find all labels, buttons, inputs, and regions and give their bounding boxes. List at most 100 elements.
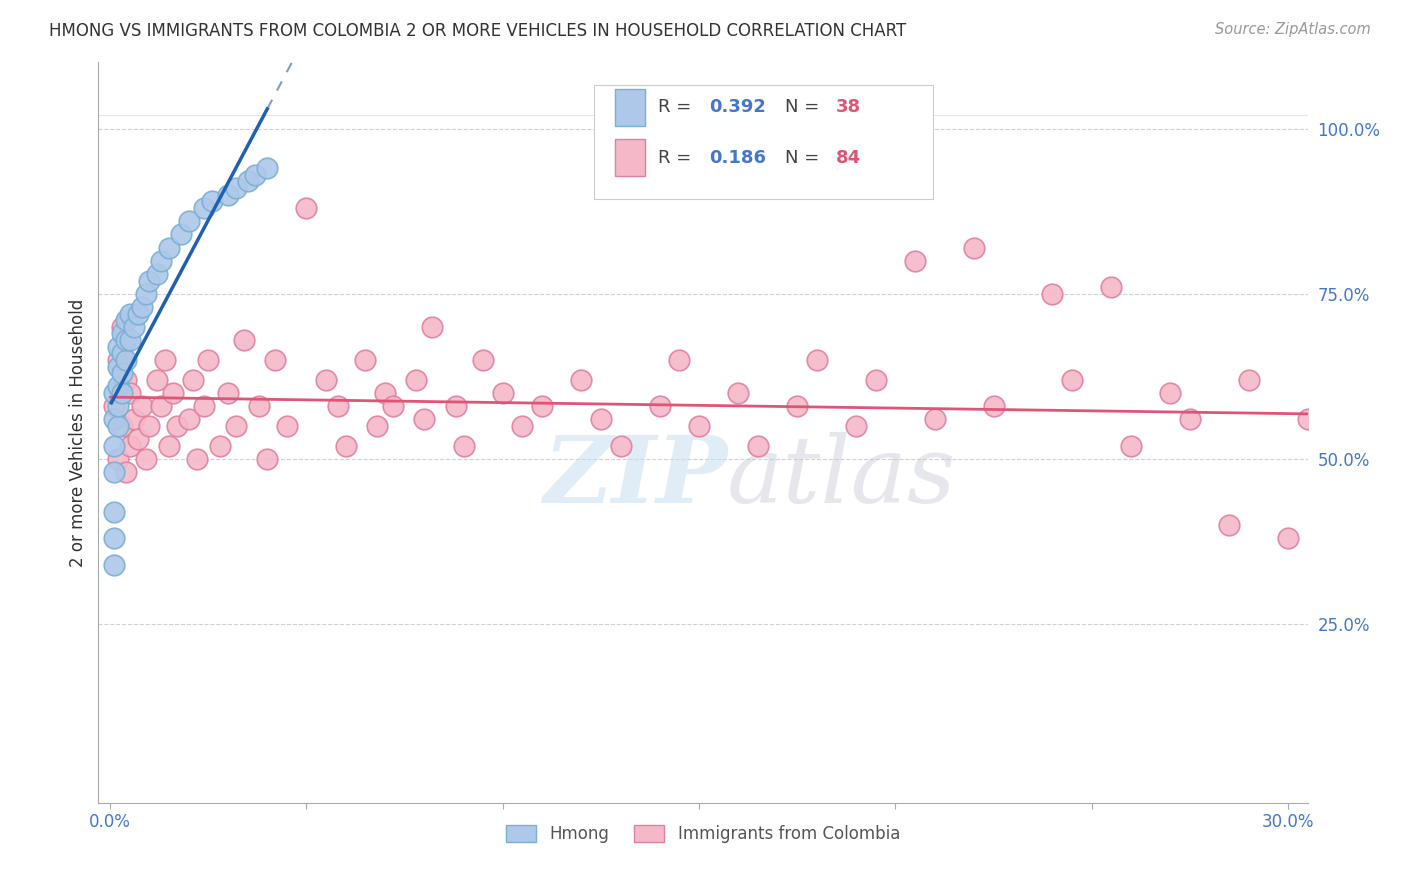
Point [107, 399, 129, 413]
Point [181, 373, 204, 387]
Point [157, 439, 180, 453]
Text: 0.392: 0.392 [709, 98, 766, 117]
Point [135, 286, 157, 301]
Point [146, 373, 169, 387]
Point [688, 419, 710, 434]
Text: HMONG VS IMMIGRANTS FROM COLOMBIA 2 OR MORE VEHICLES IN HOUSEHOLD CORRELATION CH: HMONG VS IMMIGRANTS FROM COLOMBIA 2 OR M… [49, 22, 907, 40]
Point [115, 465, 138, 479]
Y-axis label: 2 or more Vehicles in Household: 2 or more Vehicles in Household [69, 299, 87, 566]
Point [122, 319, 145, 334]
Point [256, 452, 278, 467]
Point [107, 379, 129, 393]
Point [166, 419, 188, 434]
Point [256, 161, 278, 176]
Point [444, 399, 467, 413]
Point [186, 452, 208, 467]
Point [131, 300, 153, 314]
Point [589, 412, 612, 426]
Point [472, 352, 495, 367]
Point [115, 333, 138, 347]
Point [118, 333, 141, 347]
Point [1395, 352, 1406, 367]
Point [135, 452, 157, 467]
Point [1178, 412, 1201, 426]
Point [162, 386, 184, 401]
Point [405, 373, 427, 387]
Point [1375, 267, 1398, 281]
Point [247, 399, 270, 413]
Point [924, 412, 946, 426]
Point [492, 386, 515, 401]
Point [295, 201, 318, 215]
Legend: Hmong, Immigrants from Colombia: Hmong, Immigrants from Colombia [499, 819, 907, 850]
Point [786, 399, 808, 413]
Point [103, 399, 125, 413]
Point [1119, 439, 1142, 453]
Point [225, 419, 247, 434]
Point [103, 412, 125, 426]
Point [177, 412, 200, 426]
Text: Source: ZipAtlas.com: Source: ZipAtlas.com [1215, 22, 1371, 37]
Point [107, 352, 129, 367]
Point [668, 352, 690, 367]
Point [747, 439, 769, 453]
Text: 38: 38 [837, 98, 860, 117]
Text: N =: N = [785, 98, 825, 117]
Point [107, 340, 129, 354]
Point [845, 419, 868, 434]
Point [648, 399, 671, 413]
Point [609, 439, 631, 453]
Point [111, 386, 134, 401]
Point [209, 439, 232, 453]
Point [1355, 399, 1378, 413]
Point [904, 253, 927, 268]
Point [150, 253, 173, 268]
Point [103, 532, 125, 546]
Point [157, 240, 180, 255]
Point [107, 452, 129, 467]
Point [177, 214, 200, 228]
Point [1060, 373, 1083, 387]
Point [806, 352, 828, 367]
Point [1277, 532, 1299, 546]
Point [118, 307, 141, 321]
Point [1218, 518, 1240, 533]
Point [107, 419, 129, 434]
Point [118, 386, 141, 401]
Text: R =: R = [658, 98, 697, 117]
Point [264, 352, 287, 367]
Point [531, 399, 554, 413]
Point [193, 399, 215, 413]
Point [335, 439, 357, 453]
Point [111, 346, 134, 360]
FancyBboxPatch shape [614, 139, 645, 177]
Point [111, 366, 134, 380]
Point [103, 465, 125, 479]
Point [138, 419, 160, 434]
Point [201, 194, 224, 209]
Point [111, 319, 134, 334]
Point [366, 419, 388, 434]
Point [146, 267, 169, 281]
Point [131, 399, 153, 413]
Point [413, 412, 436, 426]
Point [225, 181, 247, 195]
Point [115, 313, 138, 327]
Point [193, 201, 215, 215]
Text: atlas: atlas [727, 432, 956, 522]
Point [107, 359, 129, 374]
Point [236, 174, 259, 188]
Point [569, 373, 592, 387]
Point [354, 352, 377, 367]
Point [115, 373, 138, 387]
Text: 84: 84 [837, 149, 860, 167]
Point [963, 240, 986, 255]
Point [453, 439, 475, 453]
Point [1336, 505, 1358, 519]
Point [115, 352, 138, 367]
Point [127, 307, 149, 321]
Point [1099, 280, 1122, 294]
FancyBboxPatch shape [614, 89, 645, 126]
Point [127, 432, 149, 446]
Point [865, 373, 887, 387]
